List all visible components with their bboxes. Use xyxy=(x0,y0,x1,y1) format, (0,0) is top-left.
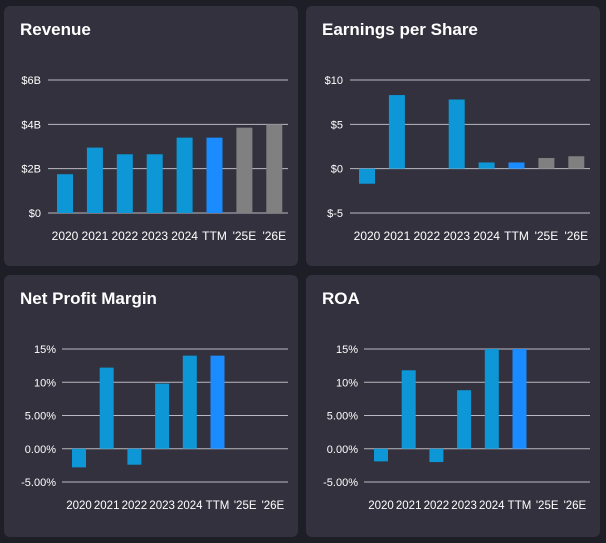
bar-2020 xyxy=(57,174,73,213)
x-tick-label: 2020 xyxy=(52,229,79,243)
x-tick-label: '26E xyxy=(564,500,587,512)
bar-TTM xyxy=(508,162,525,169)
x-tick-label: '25E xyxy=(234,500,257,512)
x-tick-label: 2021 xyxy=(396,500,422,512)
x-tick-label: 2020 xyxy=(368,500,394,512)
y-tick-label: 5.00% xyxy=(327,411,358,423)
y-tick-label: 10% xyxy=(34,377,56,389)
bar-2021 xyxy=(388,95,405,169)
y-tick-label: 10% xyxy=(336,377,358,389)
bar-2022 xyxy=(116,154,133,213)
x-tick-label: TTM xyxy=(202,229,227,243)
bar-2023 xyxy=(155,383,170,449)
y-tick-label: $4B xyxy=(21,119,41,131)
y-tick-label: 15% xyxy=(336,344,358,356)
x-tick-label: 2022 xyxy=(111,229,138,243)
y-tick-label: -5.00% xyxy=(323,477,358,489)
y-tick-label: 0.00% xyxy=(25,444,56,456)
bar-2023 xyxy=(448,99,465,169)
x-tick-label: 2023 xyxy=(443,229,470,243)
y-tick-label: $6B xyxy=(21,75,41,87)
bar-25E xyxy=(236,127,253,213)
net-profit-margin-chart: -5.00% 0.00% 5.00% 10% 15% 2020 2021 2022 2023 20… xyxy=(21,344,288,512)
bar-2024 xyxy=(478,162,495,169)
eps-title: Earnings per Share xyxy=(322,20,478,39)
bar-2020 xyxy=(359,168,375,184)
bar-2022 xyxy=(127,448,142,465)
x-tick-label: '26E xyxy=(564,229,588,243)
y-tick-label: $-5 xyxy=(327,208,343,220)
bar-2023 xyxy=(146,154,163,213)
x-tick-label: 2022 xyxy=(424,500,450,512)
y-tick-label: $0 xyxy=(29,208,41,220)
bar-2024 xyxy=(182,355,197,449)
y-tick-label: 15% xyxy=(34,344,56,356)
x-tick-label: 2023 xyxy=(451,500,477,512)
x-tick-label: 2021 xyxy=(384,229,411,243)
bar-2021 xyxy=(86,147,103,213)
x-tick-label: '25E xyxy=(535,229,559,243)
bar-2020 xyxy=(72,448,86,468)
bar-TTM xyxy=(210,355,225,449)
bar-TTM xyxy=(512,349,527,449)
x-tick-label: '25E xyxy=(233,229,257,243)
revenue-panel: Revenue $0 $2B $4B $6B 2020 2021 2022 2023 2024 T… xyxy=(4,6,298,266)
x-tick-label: TTM xyxy=(508,500,532,512)
roa-title: ROA xyxy=(322,289,360,308)
y-tick-label: 0.00% xyxy=(327,444,358,456)
eps-chart: $-5 $0 $5 $10 2020 2021 2022 2023 2024 TTM '25E '26… xyxy=(325,75,590,243)
bar-2021 xyxy=(401,370,416,449)
y-tick-label: 5.00% xyxy=(25,411,56,423)
y-tick-label: -5.00% xyxy=(21,477,56,489)
x-tick-label: TTM xyxy=(206,500,230,512)
bar-2024 xyxy=(176,137,193,213)
bar-2020 xyxy=(374,448,388,462)
x-tick-label: 2024 xyxy=(177,500,203,512)
net-profit-margin-panel: Net Profit Margin -5.00% 0.00% 5.00% 10% 15%… xyxy=(4,275,298,537)
x-tick-label: '25E xyxy=(536,500,559,512)
bar-26E xyxy=(568,156,585,169)
eps-panel: Earnings per Share $-5 $0 $5 $10 2020 2021 202… xyxy=(306,6,600,266)
bar-2024 xyxy=(484,349,499,449)
x-tick-label: 2022 xyxy=(122,500,148,512)
x-tick-label: 2024 xyxy=(479,500,505,512)
x-tick-label: 2023 xyxy=(149,500,175,512)
bar-2021 xyxy=(99,367,114,449)
bar-25E xyxy=(538,158,555,169)
x-tick-label: 2022 xyxy=(413,229,440,243)
net-profit-margin-title: Net Profit Margin xyxy=(20,289,157,308)
bar-TTM xyxy=(206,137,223,213)
y-tick-label: $2B xyxy=(21,164,41,176)
x-tick-label: 2020 xyxy=(354,229,381,243)
x-tick-label: '26E xyxy=(262,500,285,512)
bar-2022 xyxy=(429,448,444,463)
x-tick-label: 2021 xyxy=(94,500,120,512)
revenue-chart: $0 $2B $4B $6B 2020 2021 2022 2023 2024 TTM '25E '2… xyxy=(21,75,288,243)
roa-panel: ROA -5.00% 0.00% 5.00% 10% 15% 2020 2021 2022 20… xyxy=(306,275,600,537)
y-tick-label: $0 xyxy=(331,164,343,176)
x-tick-label: 2021 xyxy=(82,229,109,243)
x-tick-label: 2023 xyxy=(141,229,168,243)
x-tick-label: TTM xyxy=(504,229,529,243)
x-tick-label: 2024 xyxy=(473,229,500,243)
bar-26E xyxy=(266,124,283,213)
roa-chart: -5.00% 0.00% 5.00% 10% 15% 2020 2021 2022 2023 20… xyxy=(323,344,590,512)
x-tick-label: '26E xyxy=(262,229,286,243)
revenue-title: Revenue xyxy=(20,20,91,39)
bar-2023 xyxy=(457,390,472,449)
y-tick-label: $10 xyxy=(325,75,343,87)
y-tick-label: $5 xyxy=(331,119,343,131)
x-tick-label: 2020 xyxy=(66,500,92,512)
x-tick-label: 2024 xyxy=(171,229,198,243)
